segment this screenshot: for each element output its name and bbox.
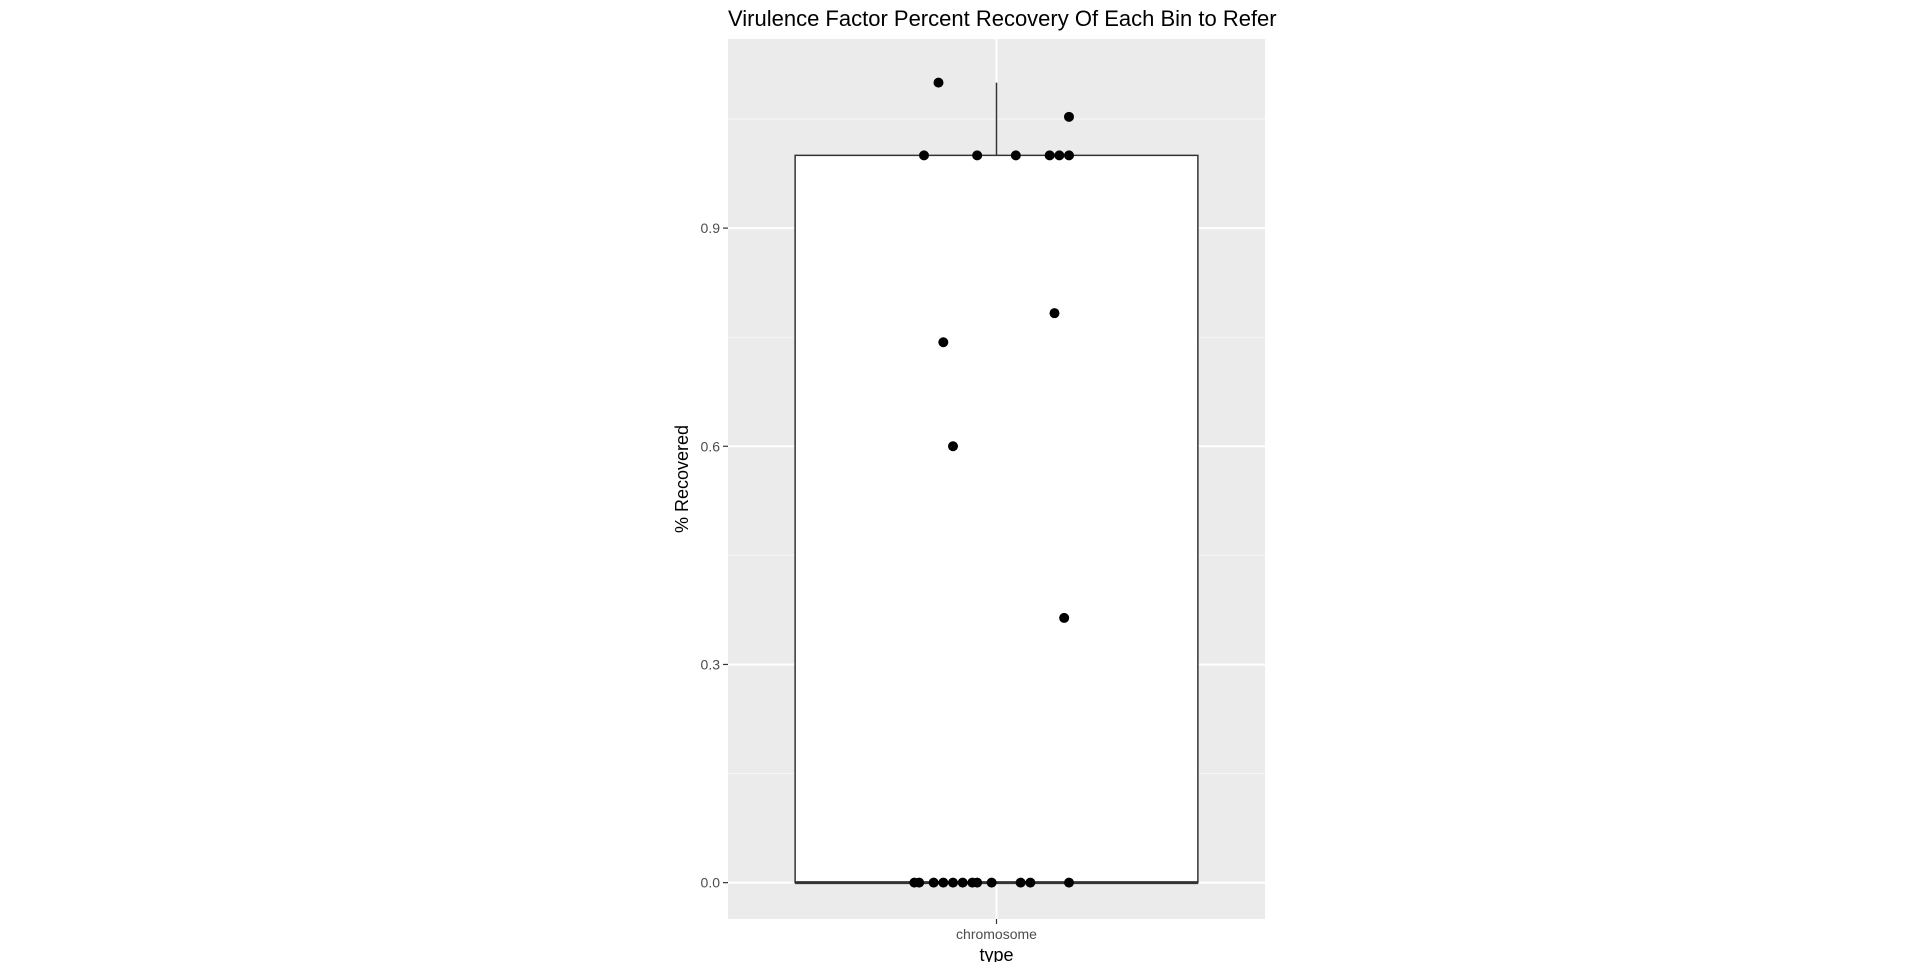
data-point: [1059, 612, 1070, 623]
data-point: [972, 877, 983, 888]
x-axis: chromosome: [956, 919, 1037, 942]
data-point: [1010, 150, 1021, 161]
y-tick-label: 0.3: [701, 656, 721, 672]
data-point: [919, 150, 930, 161]
box-iqr: [794, 154, 1199, 884]
data-point: [938, 877, 949, 888]
y-tick-label: 0.0: [701, 875, 721, 891]
data-point: [933, 77, 944, 88]
data-point: [914, 877, 925, 888]
data-point: [986, 877, 997, 888]
x-axis-title: type: [979, 945, 1013, 962]
y-tick-label: 0.9: [701, 220, 721, 236]
data-points: [909, 77, 1074, 888]
data-point: [948, 877, 959, 888]
data-point: [1054, 150, 1065, 161]
data-point: [1025, 877, 1036, 888]
y-axis-title: % Recovered: [672, 425, 692, 533]
y-tick-label: 0.6: [701, 438, 721, 454]
boxplot-layer: [794, 82, 1199, 885]
data-point: [972, 150, 983, 161]
data-point: [948, 441, 959, 452]
data-point: [1015, 877, 1026, 888]
data-point: [1063, 877, 1074, 888]
data-point: [1049, 308, 1060, 319]
data-point: [928, 877, 939, 888]
x-tick-label-chromosome: chromosome: [956, 926, 1037, 942]
data-point: [957, 877, 968, 888]
data-point: [1044, 150, 1055, 161]
y-axis: 0.0 0.3 0.6 0.9: [701, 220, 728, 891]
chart-title: Virulence Factor Percent Recovery Of Eac…: [728, 6, 1277, 31]
data-point: [938, 337, 949, 348]
data-point: [1063, 150, 1074, 161]
data-point: [1063, 111, 1074, 122]
